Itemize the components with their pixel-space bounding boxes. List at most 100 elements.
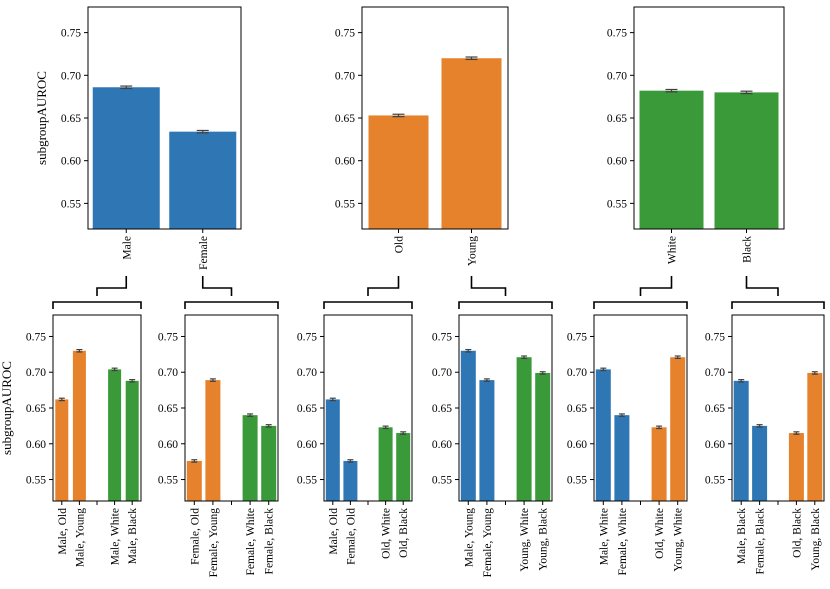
bar — [460, 350, 476, 501]
y-tick-label: 0.70 — [26, 367, 46, 379]
y-tick-label: 0.60 — [607, 156, 627, 168]
y-tick-label: 0.75 — [61, 28, 81, 40]
bar — [651, 427, 667, 501]
y-tick-label: 0.60 — [432, 439, 452, 451]
panel-old: 0.55 0.60 0.65 0.70 0.75 Male, Old Female, Old… — [297, 314, 413, 565]
x-tick-label: Female, Young — [208, 508, 220, 578]
y-tick-label: 0.65 — [297, 403, 317, 415]
y-tick-label: 0.60 — [567, 439, 587, 451]
bar — [368, 115, 429, 229]
bar — [205, 380, 221, 501]
x-tick-label: Young, Black — [538, 508, 550, 571]
bar — [752, 425, 768, 501]
x-tick-label: Male, Young — [463, 508, 475, 567]
y-tick-label: 0.70 — [158, 367, 178, 379]
y-tick-label: 0.70 — [432, 367, 452, 379]
y-tick-label: 0.65 — [432, 403, 452, 415]
y-tick-label: 0.75 — [297, 331, 317, 343]
panel-top-race: 0.55 0.60 0.65 0.70 0.75 White Black — [607, 6, 785, 264]
axes-frame — [633, 6, 785, 230]
connector-bracket — [458, 301, 553, 309]
x-tick-label: Male, Young — [74, 508, 86, 567]
y-tick-label: 0.55 — [158, 475, 178, 487]
x-tick-label: Young, Black — [810, 508, 822, 571]
x-tick-label: Female, Black — [755, 508, 767, 575]
bar — [72, 350, 86, 501]
y-tick-label: 0.60 — [158, 439, 178, 451]
panel-white: 0.55 0.60 0.65 0.70 0.75 Male, White Female, W… — [567, 314, 688, 576]
x-tick-label: Old, Black — [791, 508, 803, 558]
y-tick-label: 0.75 — [432, 331, 452, 343]
connector-line — [639, 276, 673, 296]
x-tick-label: Male, Black — [736, 508, 748, 564]
bar — [378, 427, 393, 501]
bar — [479, 380, 495, 501]
x-tick-label: Male, White — [598, 508, 610, 565]
bar — [639, 90, 704, 229]
axes-frame — [458, 314, 553, 502]
x-tick-label: Young — [467, 236, 479, 266]
x-tick-label: Female, White — [617, 508, 629, 576]
y-tick-label: 0.70 — [297, 367, 317, 379]
connector-bracket — [731, 301, 825, 309]
axes-frame — [361, 6, 509, 230]
bar — [714, 92, 779, 229]
bar — [261, 425, 277, 501]
y-tick-label: 0.60 — [335, 156, 355, 168]
x-tick-label: Old, White — [381, 508, 393, 559]
y-tick-label: 0.75 — [567, 331, 587, 343]
connector-line — [367, 276, 400, 296]
y-tick-label: 0.60 — [297, 439, 317, 451]
x-tick-label: Female, Old — [189, 508, 201, 565]
y-tick-label: 0.70 — [335, 70, 355, 82]
connector-bracket — [184, 301, 279, 309]
x-tick-label: Young, White — [519, 508, 531, 572]
connector-line — [201, 276, 233, 296]
y-tick-label: 0.65 — [335, 113, 355, 125]
hierarchy-connectors — [52, 276, 825, 309]
y-tick-label: 0.65 — [61, 113, 81, 125]
connector-bracket — [52, 301, 142, 309]
axes-frame — [731, 314, 825, 502]
axes-frame — [87, 6, 242, 230]
x-tick-label: Female, White — [245, 508, 257, 576]
bar — [788, 433, 804, 501]
bar — [614, 415, 630, 501]
y-tick-label: 0.70 — [567, 367, 587, 379]
bar — [396, 433, 411, 501]
bar — [807, 372, 823, 501]
bar — [670, 357, 686, 501]
axes-frame — [323, 314, 413, 502]
panel-male: 0.55 0.60 0.65 0.70 0.75 Male, Old Male, Young… — [0, 314, 142, 567]
y-tick-label: 0.70 — [61, 70, 81, 82]
axes-frame — [184, 314, 279, 502]
panel-top-age: 0.55 0.60 0.65 0.70 0.75 Old Young — [335, 6, 509, 266]
y-axis-label: subgroupAUROC — [0, 361, 14, 455]
y-tick-label: 0.55 — [705, 475, 725, 487]
connector-line — [470, 276, 507, 296]
bar — [325, 399, 340, 501]
bar — [535, 372, 551, 501]
bar — [125, 380, 139, 501]
bar — [516, 357, 532, 501]
x-tick-label: Male, Old — [57, 508, 69, 555]
y-tick-label: 0.60 — [61, 156, 81, 168]
bar — [92, 87, 160, 229]
y-tick-label: 0.65 — [705, 403, 725, 415]
axes-frame — [593, 314, 688, 502]
x-tick-label: Female, Young — [482, 508, 494, 578]
y-tick-label: 0.75 — [705, 331, 725, 343]
bar — [108, 369, 122, 501]
x-tick-label: Black — [742, 236, 754, 263]
y-tick-label: 0.55 — [432, 475, 452, 487]
y-tick-label: 0.55 — [297, 475, 317, 487]
bar — [169, 131, 237, 229]
y-axis-label: subgroupAUROC — [34, 71, 49, 165]
y-tick-label: 0.75 — [26, 331, 46, 343]
x-tick-label: Female, Old — [345, 508, 357, 565]
y-tick-label: 0.65 — [567, 403, 587, 415]
x-tick-label: Old, Black — [398, 508, 410, 558]
y-tick-label: 0.65 — [607, 113, 627, 125]
y-tick-label: 0.55 — [26, 475, 46, 487]
